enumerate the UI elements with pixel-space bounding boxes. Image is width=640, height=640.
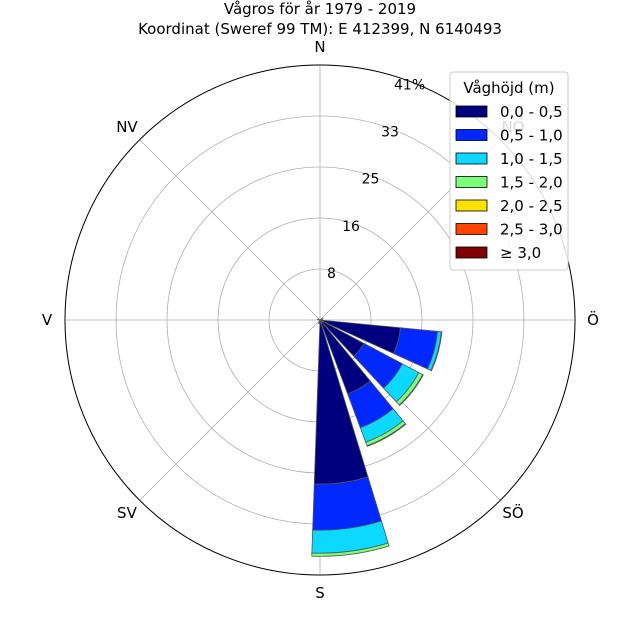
rose-bars <box>64 64 576 576</box>
legend-entry-label: 2,5 - 3,0 <box>500 221 563 239</box>
legend-title: Våghöjd (m) <box>463 79 554 97</box>
direction-label: Ö <box>587 310 599 329</box>
rose-bar-segment <box>398 374 424 407</box>
rose-bar-segment <box>366 423 407 447</box>
chart-subtitle: Koordinat (Sweref 99 TM): E 412399, N 61… <box>138 20 502 38</box>
grid-spoke <box>139 319 321 501</box>
direction-label: N <box>314 38 325 56</box>
direction-label: SV <box>117 504 138 522</box>
legend-swatch <box>455 199 488 212</box>
radial-tick-label: 33 <box>381 125 399 141</box>
direction-labels: NNOÖSÖSSVVNV <box>42 38 599 602</box>
rose-bar-segment <box>319 317 324 321</box>
legend-swatch <box>455 105 488 118</box>
outer-ring <box>64 64 576 576</box>
direction-label: NV <box>116 118 138 136</box>
direction-label: S <box>315 584 325 602</box>
rose-bar-segment <box>312 476 382 531</box>
legend-swatch <box>455 223 488 235</box>
legend-entry-label: 1,5 - 2,0 <box>500 174 563 192</box>
radial-tick-label: 41% <box>394 77 425 93</box>
radial-tick-label: 16 <box>342 219 360 235</box>
legend-entry-label: 1,0 - 1,5 <box>500 150 563 168</box>
legend-box <box>449 71 569 271</box>
legend-entry-label: ≥ 3,0 <box>500 244 541 262</box>
legend-entry-label: 0,5 - 1,0 <box>500 127 563 145</box>
radial-tick-label: 25 <box>362 172 380 188</box>
grid-spoke <box>139 139 321 321</box>
legend-swatch <box>455 129 488 141</box>
legend-entry-label: 0,0 - 0,5 <box>500 103 563 121</box>
chart-title: Vågros för år 1979 - 2019 <box>224 0 416 18</box>
rose-bar-segment <box>317 319 321 325</box>
rose-bar-segment <box>311 542 390 557</box>
direction-label: SÖ <box>502 503 523 522</box>
legend-entry-label: 2,0 - 2,5 <box>500 197 563 215</box>
direction-label: V <box>42 311 53 329</box>
radial-tick-label: 8 <box>327 266 336 282</box>
legend-swatch <box>455 152 488 165</box>
legend-swatch <box>455 176 488 188</box>
legend-swatch <box>455 246 488 259</box>
radial-ticks: 8 16 25 33 41% <box>327 77 425 281</box>
rose-bar-segment <box>430 331 443 372</box>
legend: Våghöjd (m) 0,0 - 0,5 0,5 - 1,0 1,0 - 1,5 1,… <box>449 71 569 271</box>
rose-bar-segment <box>317 318 321 321</box>
